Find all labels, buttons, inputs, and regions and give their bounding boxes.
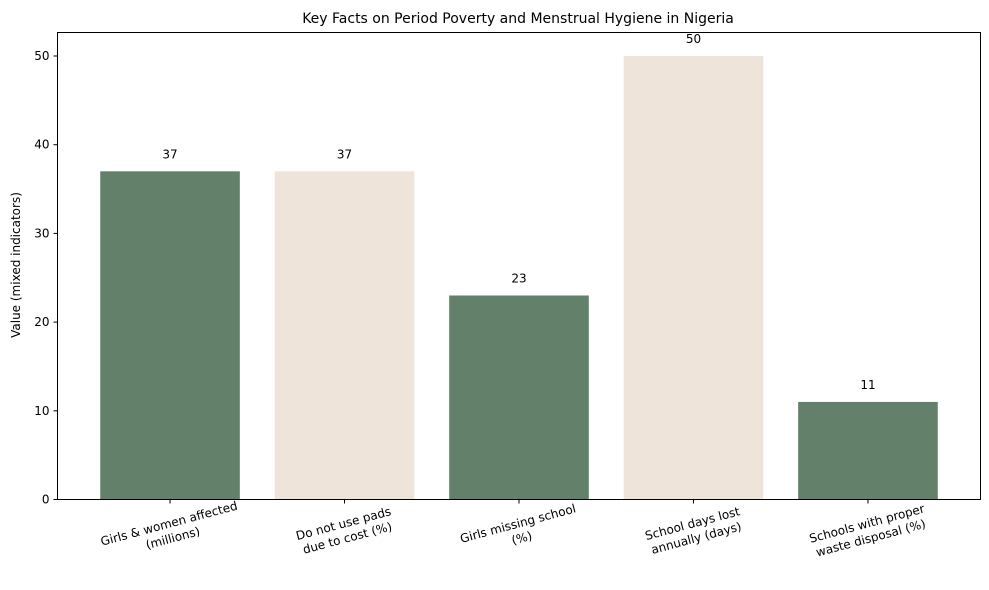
data-labels-group: 37 37 23 50 11	[162, 32, 875, 392]
y-tick-label: 40	[34, 138, 49, 152]
x-tick-label: Schools with properwaste disposal (%)	[808, 501, 930, 560]
y-tick-label: 20	[34, 315, 49, 329]
data-label: 11	[860, 378, 875, 392]
data-label: 50	[686, 32, 701, 46]
data-label: 23	[511, 271, 526, 285]
data-label: 37	[337, 147, 352, 161]
y-axis-label: Value (mixed indicators)	[9, 192, 23, 338]
x-tick-label: Girls missing school(%)	[459, 501, 582, 560]
data-label: 37	[162, 147, 177, 161]
plot-frame	[57, 32, 981, 500]
y-tick-label: 50	[34, 49, 49, 63]
bar	[100, 171, 240, 500]
y-tick-label: 30	[34, 226, 49, 240]
bar	[274, 171, 415, 500]
bar	[623, 56, 764, 500]
y-tick-label: 10	[34, 404, 49, 418]
x-axis: Girls & women affected(millions) Do not u…	[99, 499, 930, 564]
y-tick-label: 0	[42, 493, 50, 507]
bars-group	[100, 56, 938, 500]
x-tick-label: School days lostannually (days)	[644, 504, 746, 557]
x-tick-label-line: (%)	[510, 529, 534, 548]
x-tick-label: Girls & women affected(millions)	[99, 499, 243, 564]
bar	[798, 401, 938, 500]
y-axis: 0 10 20 30 40 50	[34, 49, 58, 507]
bar	[449, 295, 589, 500]
x-tick-label: Do not use padsdue to cost (%)	[294, 504, 396, 557]
chart-title: Key Facts on Period Poverty and Menstrua…	[302, 11, 734, 27]
